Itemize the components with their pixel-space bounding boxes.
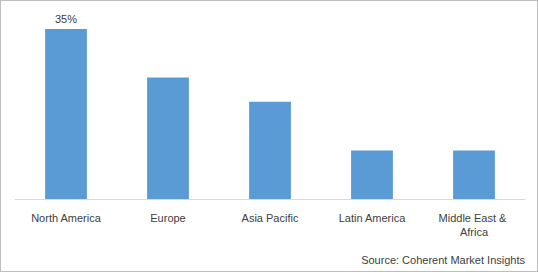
svg-text:Middle East &: Middle East &: [439, 212, 510, 224]
svg-text:Asia Pacific: Asia Pacific: [242, 212, 299, 224]
svg-text:Latin America: Latin America: [339, 212, 407, 224]
svg-text:Source: Coherent Market Insigh: Source: Coherent Market Insights: [361, 254, 525, 266]
svg-text:35%: 35%: [55, 13, 77, 25]
svg-text:Europe: Europe: [150, 212, 185, 224]
svg-text:North America: North America: [31, 212, 102, 224]
svg-text:Africa: Africa: [460, 226, 489, 238]
